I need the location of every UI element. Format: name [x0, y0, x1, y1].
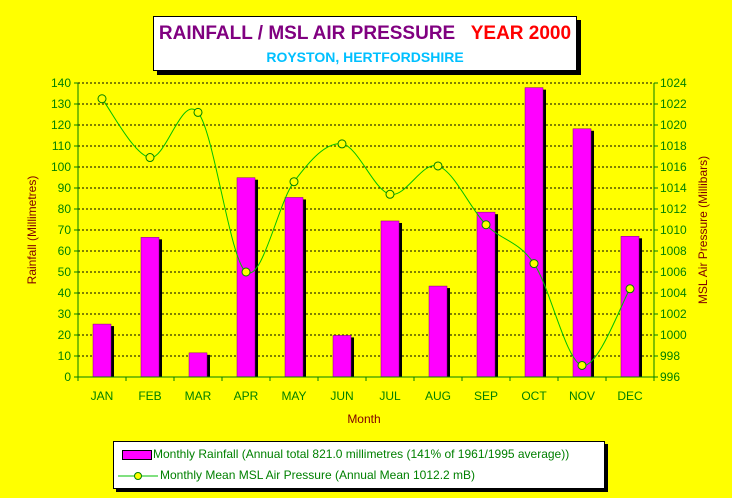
bar — [476, 211, 496, 378]
pressure-point — [577, 360, 587, 370]
left-tick-label: 0 — [64, 370, 71, 384]
bar — [428, 285, 448, 378]
left-tick-label: 40 — [58, 286, 72, 300]
legend-label-pressure: Monthly Mean MSL Air Pressure (Annual Me… — [160, 468, 476, 482]
pressure-point — [625, 284, 635, 294]
right-tick-label: 1016 — [660, 160, 687, 174]
left-tick-label: 130 — [51, 97, 71, 111]
x-tick-label: JUL — [379, 389, 401, 403]
pressure-point — [97, 94, 107, 104]
x-tick-label: OCT — [521, 389, 547, 403]
left-tick-label: 10 — [58, 349, 72, 363]
right-tick-label: 1000 — [660, 328, 687, 342]
legend: Monthly Rainfall (Annual total 821.0 mil… — [113, 441, 605, 489]
x-tick-label: JAN — [91, 389, 114, 403]
left-tick-label: 20 — [58, 328, 72, 342]
x-tick-label: AUG — [425, 389, 451, 403]
right-tick-label: 998 — [660, 349, 680, 363]
legend-swatch-bar — [122, 450, 152, 460]
pressure-point — [145, 153, 155, 163]
x-tick-label: DEC — [617, 389, 643, 403]
pressure-point — [385, 189, 395, 199]
legend-item-rainfall: Monthly Rainfall (Annual total 821.0 mil… — [114, 445, 604, 465]
y2-axis-label: MSL Air Pressure (Millibars) — [696, 156, 710, 304]
y-axis-label: Rainfall (Millimetres) — [25, 176, 39, 285]
x-tick-label: NOV — [569, 389, 595, 403]
left-tick-label: 100 — [51, 160, 71, 174]
pressure-point — [289, 177, 299, 187]
bar — [380, 220, 400, 378]
bar — [188, 352, 208, 378]
x-tick-label: FEB — [138, 389, 161, 403]
legend-swatch-line — [118, 472, 158, 480]
pressure-line-path — [101, 98, 631, 366]
x-tick-label: MAR — [185, 389, 212, 403]
pressure-point — [241, 267, 251, 277]
left-tick-label: 140 — [51, 76, 71, 90]
legend-item-pressure: Monthly Mean MSL Air Pressure (Annual Me… — [114, 466, 604, 486]
bar — [572, 128, 592, 378]
x-tick-label: MAY — [281, 389, 306, 403]
x-tick-label: SEP — [474, 389, 498, 403]
bar — [140, 237, 160, 378]
left-tick-label: 60 — [58, 244, 72, 258]
left-tick-label: 70 — [58, 223, 72, 237]
x-axis-label: Month — [347, 412, 380, 426]
bar — [332, 335, 352, 378]
bar — [92, 323, 112, 378]
left-tick-label: 120 — [51, 118, 71, 132]
gridlines — [78, 82, 654, 357]
title-year: YEAR 2000 — [470, 23, 572, 44]
chart-subtitle: ROYSTON, HERTFORDSHIRE — [266, 49, 464, 65]
left-tick-label: 90 — [58, 181, 72, 195]
legend-label-rainfall: Monthly Rainfall (Annual total 821.0 mil… — [153, 447, 570, 461]
left-tick-label: 80 — [58, 202, 72, 216]
pressure-point — [193, 107, 203, 117]
bar — [236, 177, 256, 378]
chart-title: RAINFALL / MSL AIR PRESSURE YEAR 2000 — [154, 23, 576, 45]
left-tick-label: 30 — [58, 307, 72, 321]
right-tick-label: 1004 — [660, 286, 687, 300]
right-tick-label: 1018 — [660, 139, 687, 153]
right-tick-label: 1024 — [660, 76, 687, 90]
right-tick-label: 1020 — [660, 118, 687, 132]
right-tick-label: 996 — [660, 370, 680, 384]
right-axis-ticks: 996 998 1000 1002 1004 1006 1008 1010 1012 1014 10… — [654, 76, 687, 384]
rainfall-bars — [92, 87, 642, 378]
x-tick-label: APR — [234, 389, 259, 403]
bar — [284, 197, 304, 378]
pressure-point — [337, 139, 347, 149]
pressure-point — [481, 220, 491, 230]
bar — [620, 236, 640, 378]
title-main: RAINFALL / MSL AIR PRESSURE — [158, 23, 456, 44]
right-tick-label: 1012 — [660, 202, 687, 216]
x-axis-ticks: JAN FEB MAR APR MAY JUN JUL AUG SEP OCT NOV DEC — [77, 377, 655, 403]
x-tick-label: JUN — [330, 389, 353, 403]
left-axis-ticks: 0 10 20 30 40 50 60 70 80 90 100 110 120 130 140 — [51, 76, 78, 384]
right-tick-label: 1022 — [660, 97, 687, 111]
pressure-line — [97, 94, 635, 370]
pressure-point — [529, 259, 539, 269]
bar — [524, 87, 544, 378]
right-tick-label: 1010 — [660, 223, 687, 237]
right-tick-label: 1002 — [660, 307, 687, 321]
left-tick-label: 110 — [52, 139, 71, 153]
pressure-point — [433, 161, 443, 171]
right-tick-label: 1008 — [660, 244, 687, 258]
title-box: RAINFALL / MSL AIR PRESSURE YEAR 2000 RO… — [153, 16, 577, 71]
left-tick-label: 50 — [58, 265, 72, 279]
right-tick-label: 1014 — [660, 181, 687, 195]
right-tick-label: 1006 — [660, 265, 687, 279]
